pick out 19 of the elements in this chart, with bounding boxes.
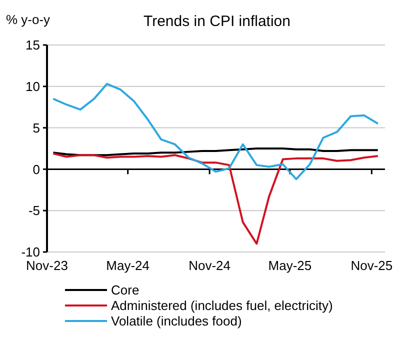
y-tick-label: 0 xyxy=(32,162,40,177)
y-tick-label: 5 xyxy=(32,120,40,136)
x-tick-label: May-24 xyxy=(106,258,150,273)
x-tick-label: May-25 xyxy=(268,258,312,273)
x-tick-label: Nov-24 xyxy=(188,258,231,273)
y-tick-label: -5 xyxy=(28,203,40,218)
y-tick-label: 10 xyxy=(26,78,40,94)
line-series xyxy=(52,148,379,156)
legend-label: Core xyxy=(111,282,140,298)
line-series xyxy=(52,152,379,245)
y-tick-label: 15 xyxy=(26,38,40,53)
x-tick-label: Nov-25 xyxy=(350,258,393,273)
legend-label: Administered (includes fuel, electricity) xyxy=(111,298,333,314)
legend-label: Volatile (includes food) xyxy=(111,314,242,329)
y-axis-title: % y-o-y xyxy=(6,12,51,27)
y-tick-label: -10 xyxy=(21,244,40,260)
chart-title: Trends in CPI inflation xyxy=(143,13,291,30)
line-series xyxy=(52,82,379,180)
x-tick-label: Nov-23 xyxy=(26,258,68,273)
